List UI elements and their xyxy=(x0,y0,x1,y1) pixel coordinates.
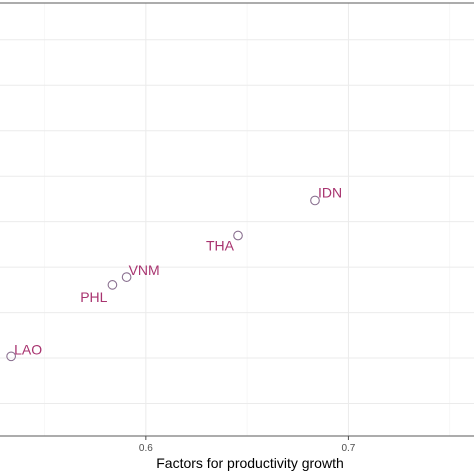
x-axis-ticks: 0.6 0.7 xyxy=(139,436,356,454)
plot-panel-border xyxy=(0,2,474,437)
data-point-tha xyxy=(233,230,243,241)
x-tick-label: 0.6 xyxy=(139,443,153,454)
x-axis-label: Factors for productivity growth xyxy=(156,455,344,471)
point-label-phl: PHL xyxy=(80,289,107,305)
data-point-phl xyxy=(107,280,118,290)
data-points xyxy=(6,195,320,362)
point-label-idn: IDN xyxy=(318,184,342,200)
point-label-lao: LAO xyxy=(14,341,42,357)
data-point-vnm xyxy=(121,272,132,282)
data-point-idn xyxy=(310,195,320,206)
point-labels: LAO PHL VNM THA IDN xyxy=(14,184,342,357)
point-label-tha: THA xyxy=(206,238,235,254)
point-label-vnm: VNM xyxy=(129,262,160,278)
x-tick-label: 0.7 xyxy=(341,443,355,454)
data-point-lao xyxy=(6,351,16,362)
gridlines xyxy=(0,3,474,436)
